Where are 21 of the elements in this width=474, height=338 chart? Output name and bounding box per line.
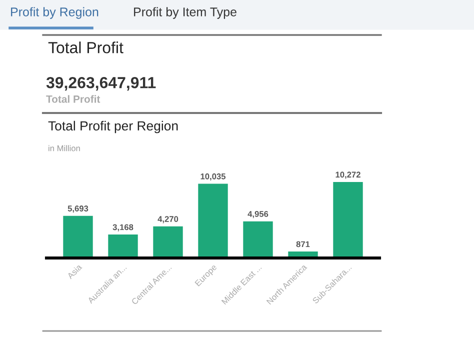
chart-subtitle: in Million	[48, 145, 80, 152]
bar	[198, 184, 228, 258]
chart-title: Total Profit per Region	[48, 120, 178, 134]
text: Total Profit	[48, 42, 124, 54]
text: Profit by Region	[11, 7, 98, 19]
data-label: 4,956	[248, 211, 268, 218]
data-label: 4,270	[158, 216, 178, 224]
text: Profit by Item Type	[134, 7, 236, 19]
data-label: 871	[296, 241, 310, 248]
bar	[333, 182, 363, 258]
bar	[153, 226, 183, 258]
bar	[108, 234, 138, 258]
text: Total Profit	[46, 95, 100, 103]
x-tick-label: Asia	[66, 264, 82, 280]
bar	[243, 221, 273, 258]
data-label: 10,272	[336, 172, 360, 179]
bar	[63, 216, 93, 258]
text: 39,263,647,911	[46, 76, 156, 91]
data-label: 5,693	[68, 206, 88, 213]
data-label: 10,035	[200, 173, 226, 181]
data-label: 3,168	[112, 224, 134, 232]
